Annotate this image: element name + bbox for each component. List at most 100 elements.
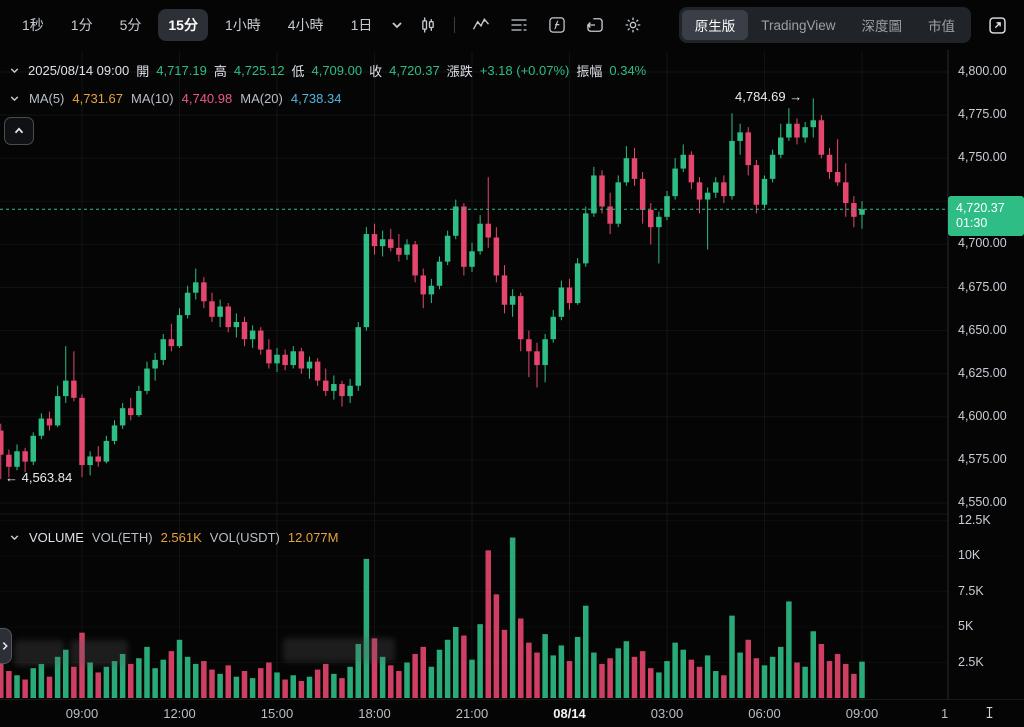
collapse-ohlc-chevron-icon[interactable] (8, 64, 21, 77)
volume-bar (14, 675, 20, 698)
view-tab-深度圖[interactable]: 深度圖 (861, 19, 903, 34)
timeframe-button-5分[interactable]: 5分 (119, 17, 142, 33)
vol-eth-label: VOL(ETH) (91, 530, 153, 545)
replay-icon[interactable] (585, 15, 605, 35)
volume-bar (737, 652, 743, 698)
ma-readout: MA(5) 4,731.67 MA(10) 4,740.98 MA(20) 4,… (8, 91, 349, 106)
volume-bar (71, 666, 77, 698)
volume-bar (412, 653, 418, 698)
candle-body (501, 275, 508, 305)
toolbar-icons (409, 15, 652, 35)
candle-body (347, 385, 353, 397)
timeframe-dropdown-chevron-icon[interactable] (389, 17, 405, 33)
candle-body (704, 192, 711, 200)
view-tab-市值[interactable]: 市值 (928, 19, 955, 34)
chart-toolbar: 1秒 1分 5分 15分 1小時 4小時 1日 原生版 TradingView 深度圖 市值 (0, 0, 1024, 50)
time-axis[interactable]: 09:00 12:00 15:00 18:00 21:00 08/14 03:00 06:00… (0, 700, 1024, 727)
candle-body (396, 247, 402, 255)
timeframe-button-4小時[interactable]: 4小時 (287, 17, 324, 33)
view-tab-TradingView[interactable]: TradingView (761, 17, 836, 33)
candle-body (664, 196, 670, 217)
axis-scale-icon[interactable] (981, 704, 998, 726)
candle-body (721, 182, 727, 197)
volume-bar (396, 671, 402, 698)
candle-body (615, 182, 621, 224)
volume-bar (339, 678, 345, 698)
candle-body (6, 454, 12, 467)
candle-body (631, 158, 638, 179)
timeframe-button-1小時[interactable]: 1小時 (224, 17, 261, 33)
volume-tick: 10K (958, 548, 981, 562)
timeframe-button-1日[interactable]: 1日 (350, 17, 373, 33)
candle-body (339, 384, 345, 397)
candle-body (152, 359, 158, 369)
volume-bar (331, 673, 337, 698)
volume-bar (404, 662, 410, 698)
candle-body (558, 287, 565, 317)
collapse-ma-chevron-icon[interactable] (8, 92, 21, 105)
timeframe-button-1秒[interactable]: 1秒 (22, 17, 44, 33)
candlestick-icon[interactable] (418, 15, 438, 35)
volume-bar (599, 663, 605, 698)
collapse-panel-button[interactable] (4, 117, 34, 145)
session-high-marker: 4,784.69 → (735, 89, 803, 104)
volume-bar (859, 661, 865, 698)
candle-body (713, 182, 719, 193)
candle-body (266, 349, 272, 364)
candle-body (485, 223, 491, 238)
watermark-blur (14, 640, 64, 666)
timeframe-button-1分[interactable]: 1分 (70, 17, 93, 33)
volume-bar (583, 605, 589, 698)
candle-body (818, 120, 825, 155)
timeframe-group: 1秒 1分 5分 15分 1小時 4小時 1日 (12, 9, 389, 41)
drawing-panel-handle[interactable] (0, 628, 12, 664)
time-tick: 09:00 (845, 706, 879, 721)
volume-bar (656, 672, 662, 698)
candle-body (786, 123, 792, 138)
volume-bar (201, 661, 207, 698)
candle-body (136, 390, 142, 416)
candle-body (323, 380, 329, 391)
candle-body (103, 440, 110, 462)
candle-body (648, 209, 654, 228)
fullscreen-icon[interactable] (987, 15, 1008, 36)
volume-bar (794, 662, 800, 698)
candle-body (534, 351, 540, 366)
timeframe-button-15分[interactable]: 15分 (158, 9, 208, 41)
candle-body (54, 396, 61, 426)
candle-body (599, 175, 605, 207)
view-tab-原生版[interactable]: 原生版 (681, 10, 749, 40)
indicator-icon[interactable] (471, 15, 491, 35)
volume-bar (371, 638, 378, 698)
candle-body (371, 234, 378, 247)
volume-bar (290, 675, 296, 698)
formula-icon[interactable] (547, 15, 567, 35)
volume-bar (518, 618, 524, 698)
volume-tick: 12.5K (958, 512, 991, 527)
volume-bar (769, 656, 776, 698)
gear-icon[interactable] (623, 15, 643, 35)
volume-bar (225, 665, 231, 698)
price-axis[interactable]: 4,800.00 4,775.00 4,750.00 4,700.00 4,675.00… (948, 50, 1024, 700)
volume-bar (128, 663, 134, 698)
list-icon[interactable] (509, 15, 529, 35)
candle-body (388, 239, 394, 248)
volume-bar (168, 651, 175, 698)
ma5-value: 4,731.67 (72, 91, 123, 106)
candle-body (778, 137, 784, 155)
volume-bar (664, 661, 670, 698)
volume-bar (347, 666, 353, 698)
candle-body (477, 223, 483, 252)
candle-body (241, 321, 248, 340)
collapse-volume-chevron-icon[interactable] (8, 531, 21, 544)
candle-body (30, 435, 36, 462)
volume-bar (136, 658, 142, 698)
volume-bar (282, 679, 288, 698)
candle-body (509, 296, 516, 305)
candle-body (542, 339, 548, 366)
candle-body (87, 456, 93, 466)
volume-bar (388, 665, 394, 698)
volume-bar (355, 644, 361, 698)
candle-body (363, 234, 370, 328)
